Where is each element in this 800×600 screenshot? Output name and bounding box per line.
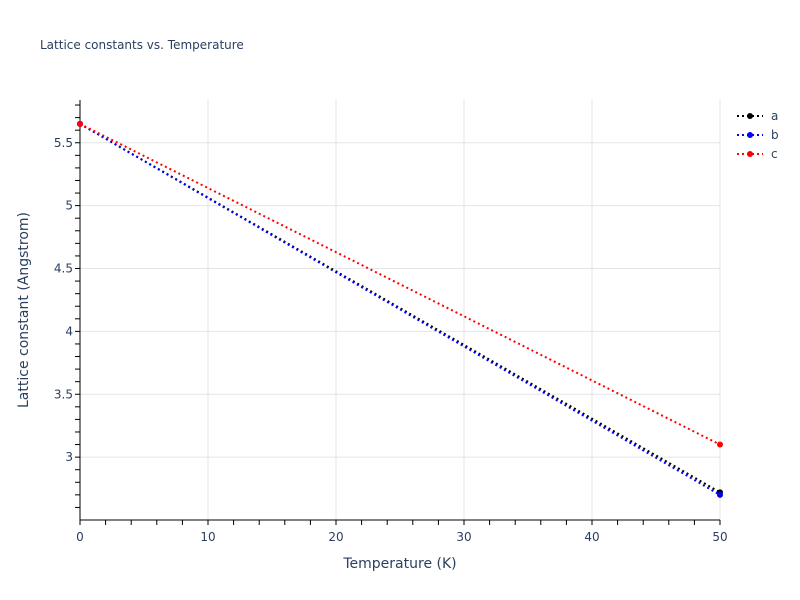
svg-text:50: 50: [712, 530, 727, 544]
legend-swatch-a-icon: [737, 112, 763, 119]
svg-text:4: 4: [65, 324, 73, 338]
legend-item-b[interactable]: b: [735, 125, 779, 144]
legend-label-b: b: [771, 127, 779, 142]
grid-lines: [80, 100, 721, 520]
legend-swatch-b-icon: [737, 131, 763, 138]
svg-text:20: 20: [328, 530, 343, 544]
svg-text:30: 30: [456, 530, 471, 544]
x-axis-title: Temperature (K): [342, 556, 456, 572]
y-axis-title: Lattice constant (Angstrom): [16, 212, 32, 408]
svg-text:4.5: 4.5: [54, 262, 73, 276]
data-series: [77, 120, 723, 498]
legend: a b c: [735, 106, 779, 163]
legend-swatch-c-icon: [737, 150, 763, 157]
legend-label-a: a: [771, 108, 779, 123]
svg-text:10: 10: [200, 530, 215, 544]
svg-text:5: 5: [65, 199, 73, 213]
svg-text:3.5: 3.5: [54, 387, 73, 401]
svg-text:40: 40: [584, 530, 599, 544]
legend-label-c: c: [771, 146, 778, 161]
svg-text:5.5: 5.5: [54, 136, 73, 150]
axes: 0 10 20 30 40 50 3 3.5 4 4.5 5 5.5: [54, 100, 728, 544]
svg-text:3: 3: [65, 450, 73, 464]
legend-item-c[interactable]: c: [735, 144, 779, 163]
svg-text:0: 0: [76, 530, 84, 544]
chart-title: Lattice constants vs. Temperature: [40, 38, 244, 52]
legend-item-a[interactable]: a: [735, 106, 779, 125]
